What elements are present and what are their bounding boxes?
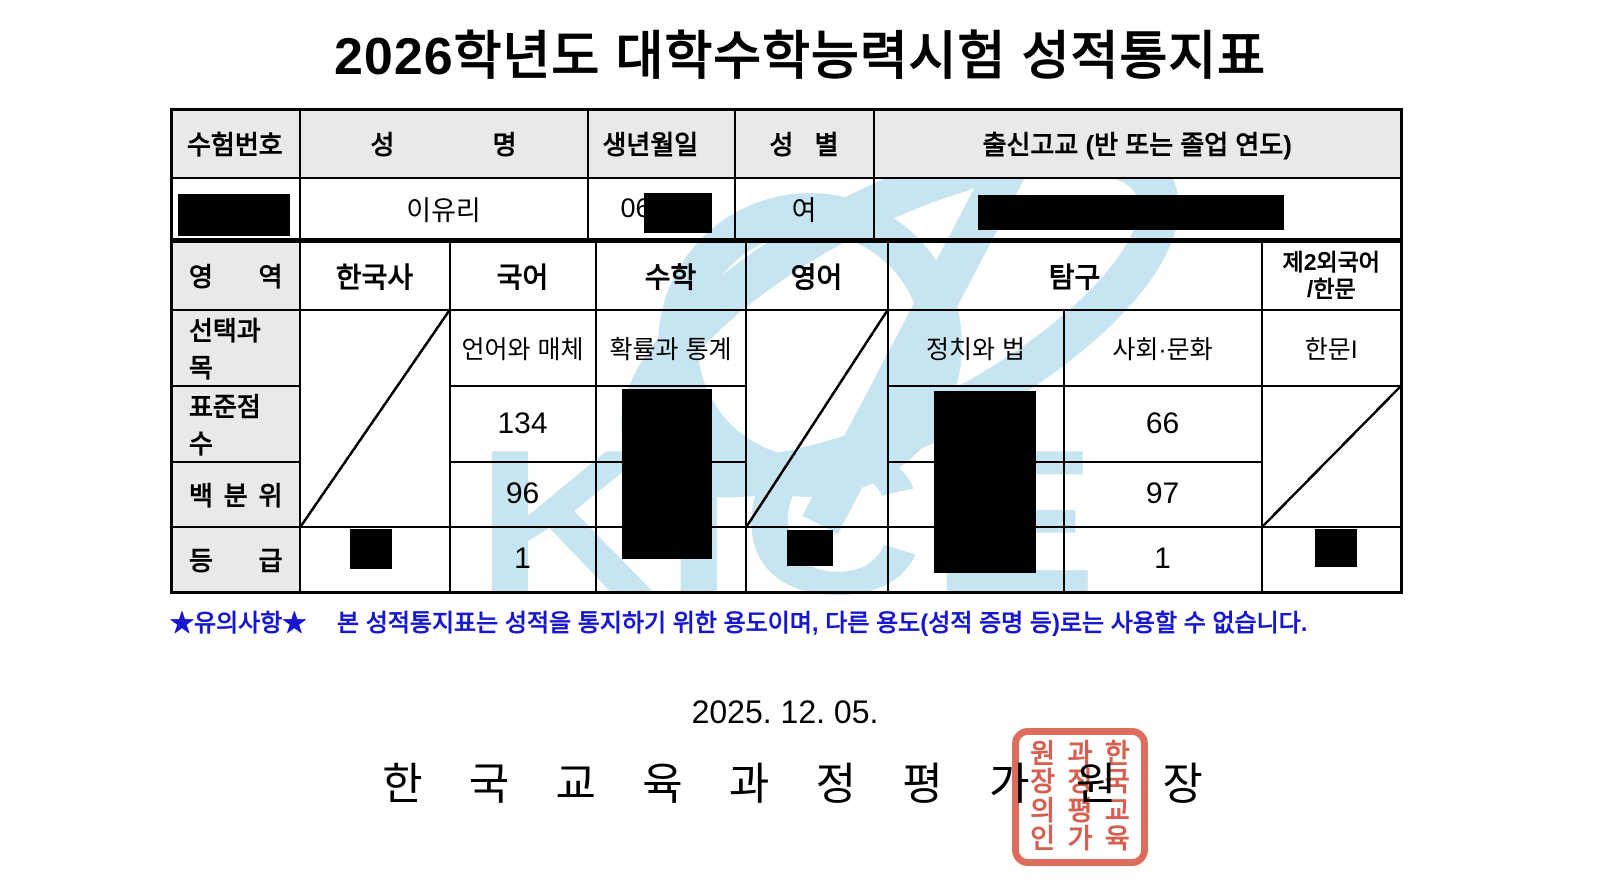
grade-korean: 1 <box>448 525 597 594</box>
seal-char: 인 <box>1030 824 1056 855</box>
redaction-english-grade <box>787 530 833 566</box>
subject-math: 확률과 통계 <box>594 308 747 387</box>
seal-char: 한 <box>1104 738 1130 769</box>
redaction-inquiry1-scores <box>934 391 1036 573</box>
redaction-school <box>978 195 1284 230</box>
row-label-area: 영 역 <box>170 240 301 311</box>
header-gender: 성 별 <box>733 108 875 179</box>
cell-gender: 여 <box>733 176 875 241</box>
cell-english-na <box>744 308 889 528</box>
redaction-korean-history-grade <box>350 529 392 569</box>
issue-date: 2025. 12. 05. <box>691 694 879 730</box>
redaction-math-scores <box>622 389 712 559</box>
std-score-inquiry2: 66 <box>1062 384 1263 463</box>
seal-char: 과 <box>1067 738 1093 769</box>
area-inquiry: 탐구 <box>886 240 1263 311</box>
header-birthdate: 생년월일 <box>586 108 736 179</box>
official-seal-stamp: 원 과 한 장 정 국 의 평 교 인 가 육 <box>1012 728 1148 866</box>
area-math: 수학 <box>594 240 747 311</box>
redaction-second-language-grade <box>1315 529 1357 567</box>
notice-text: ★유의사항★ 본 성적통지표는 성적을 통지하기 위한 용도이며, 다른 용도(… <box>170 610 1308 637</box>
percentile-korean: 96 <box>448 460 597 528</box>
redaction-birthdate <box>644 193 712 233</box>
row-label-grade: 등 급 <box>170 525 301 594</box>
page-title: 2026학년도 대학수학능력시험 성적통지표 <box>333 28 1266 86</box>
row-label-standard-score: 표준점수 <box>170 384 301 463</box>
subject-second-language: 한문I <box>1260 308 1403 387</box>
seal-char: 장 <box>1030 767 1056 798</box>
row-label-elective: 선택과목 <box>170 308 301 387</box>
seal-char: 국 <box>1104 767 1130 798</box>
subject-inquiry2: 사회·문화 <box>1062 308 1263 387</box>
seal-char: 원 <box>1030 738 1056 769</box>
seal-char: 육 <box>1104 824 1130 855</box>
redaction-exam-number <box>178 194 290 236</box>
subject-inquiry1: 정치와 법 <box>886 308 1065 387</box>
subject-korean: 언어와 매체 <box>448 308 597 387</box>
header-exam-number: 수험번호 <box>170 108 301 179</box>
seal-char: 의 <box>1030 795 1056 826</box>
header-name: 성 명 <box>298 108 589 179</box>
seal-char: 가 <box>1067 824 1093 855</box>
area-english: 영어 <box>744 240 889 311</box>
seal-char: 교 <box>1104 795 1130 826</box>
grade-inquiry2: 1 <box>1062 525 1263 594</box>
area-korean-history: 한국사 <box>298 240 451 311</box>
issuer-title: 한 국 교 육 과 정 평 가 원 장 <box>382 760 1220 809</box>
area-korean: 국어 <box>448 240 597 311</box>
percentile-inquiry2: 97 <box>1062 460 1263 528</box>
seal-char: 평 <box>1067 795 1093 826</box>
seal-char: 정 <box>1067 767 1093 798</box>
cell-name: 이유리 <box>298 176 589 241</box>
std-score-korean: 134 <box>448 384 597 463</box>
cell-korean-history-na <box>298 308 451 528</box>
cell-second-language-na <box>1260 384 1403 528</box>
header-school: 출신고교 (반 또는 졸업 연도) <box>872 108 1403 179</box>
area-second-language: 제2외국어 /한문 <box>1260 240 1403 311</box>
row-label-percentile: 백 분 위 <box>170 460 301 528</box>
